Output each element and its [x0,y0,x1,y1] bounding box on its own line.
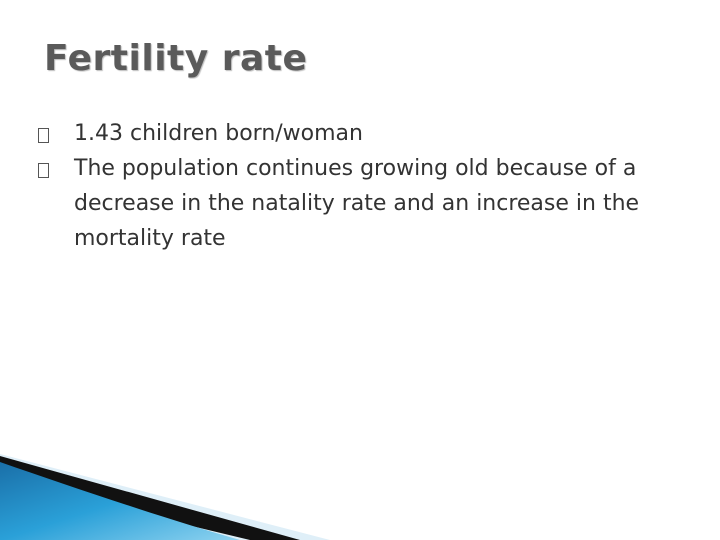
bullet-text: 1.43 children born/woman [74,121,363,146]
slide-title: Fertility rate [44,38,308,79]
blue-band [0,462,240,540]
bullet-list: 1.43 children born/woman The population … [34,116,674,256]
bullet-marker [38,128,49,143]
bullet: The population continues growing old bec… [34,151,674,256]
dark-band [0,456,300,540]
bullet: 1.43 children born/woman [34,116,674,151]
bullet-marker [38,163,49,178]
bullet-text: The population continues growing old bec… [74,156,640,251]
decoration [0,454,330,540]
